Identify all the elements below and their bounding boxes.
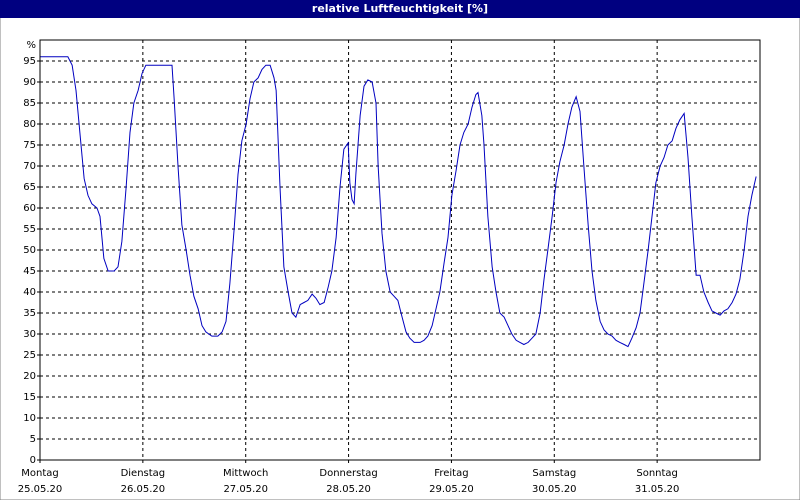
x-tick-label: Montag bbox=[21, 468, 58, 479]
y-tick-label: 40 bbox=[23, 287, 36, 298]
y-tick-label: 80 bbox=[23, 119, 36, 130]
y-tick-label: 90 bbox=[23, 77, 36, 88]
y-tick-label: 50 bbox=[23, 245, 36, 256]
y-tick-label: 70 bbox=[23, 161, 36, 172]
humidity-line bbox=[40, 56, 757, 348]
x-tick-date: 26.05.20 bbox=[121, 484, 166, 495]
x-tick-date: 27.05.20 bbox=[223, 484, 268, 495]
x-tick-date: 31.05.20 bbox=[635, 484, 680, 495]
y-tick-label: 15 bbox=[23, 392, 36, 403]
plot-frame bbox=[39, 39, 761, 461]
x-tick-label: Mittwoch bbox=[223, 468, 268, 479]
y-tick-label: 5 bbox=[30, 434, 36, 445]
y-tick-label: 10 bbox=[23, 413, 36, 424]
y-tick-label: 25 bbox=[23, 350, 36, 361]
y-tick-label: 95 bbox=[23, 56, 36, 67]
x-tick-label: Sonntag bbox=[636, 468, 678, 479]
y-tick-label: 45 bbox=[23, 266, 36, 277]
x-tick-label: Freitag bbox=[434, 468, 468, 479]
x-tick-date: 28.05.20 bbox=[326, 484, 371, 495]
y-tick-label: 65 bbox=[23, 182, 36, 193]
y-tick-label: 55 bbox=[23, 224, 36, 235]
grid bbox=[37, 40, 760, 463]
x-tick-label: Dienstag bbox=[121, 468, 166, 479]
y-tick-label: 0 bbox=[30, 455, 36, 466]
y-tick-label: 85 bbox=[23, 98, 36, 109]
x-tick-date: 25.05.20 bbox=[18, 484, 63, 495]
y-tick-label: 30 bbox=[23, 329, 36, 340]
x-tick-date: 30.05.20 bbox=[532, 484, 577, 495]
plot bbox=[40, 56, 757, 348]
y-tick-label: 75 bbox=[23, 140, 36, 151]
title-bar bbox=[0, 0, 800, 18]
y-tick-label: 35 bbox=[23, 308, 36, 319]
x-tick-label: Samstag bbox=[532, 468, 576, 479]
chart-title: relative Luftfeuchtigkeit [%] bbox=[312, 2, 488, 15]
x-tick-date: 29.05.20 bbox=[429, 484, 474, 495]
y-axis-label: % bbox=[26, 40, 36, 51]
y-tick-label: 20 bbox=[23, 371, 36, 382]
y-tick-label: 60 bbox=[23, 203, 36, 214]
x-tick-label: Donnerstag bbox=[319, 468, 377, 479]
